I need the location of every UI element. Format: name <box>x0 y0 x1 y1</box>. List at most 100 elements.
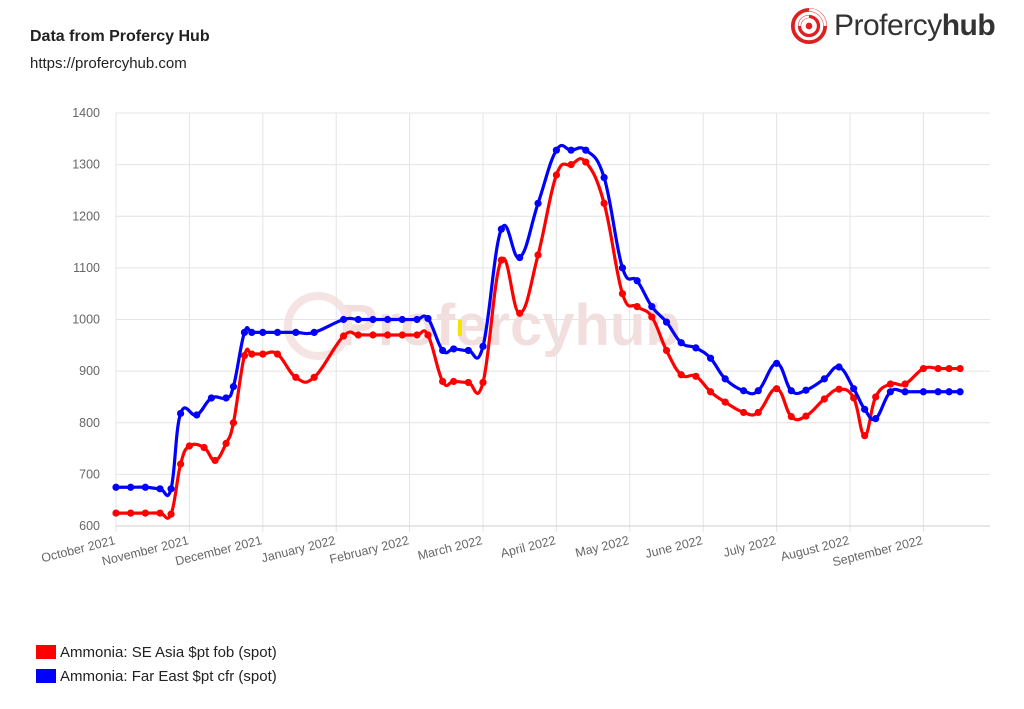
data-point[interactable] <box>248 350 256 358</box>
data-point[interactable] <box>339 315 348 324</box>
source-url[interactable]: https://profercyhub.com <box>30 55 187 72</box>
legend-item-far-east[interactable]: Ammonia: Far East $pt cfr (spot) <box>36 664 277 688</box>
data-point[interactable] <box>552 146 561 154</box>
data-point[interactable] <box>567 146 575 154</box>
data-point[interactable] <box>424 314 432 323</box>
data-point[interactable] <box>872 415 880 423</box>
data-point[interactable] <box>754 408 762 417</box>
data-point[interactable] <box>886 380 894 388</box>
data-point[interactable] <box>787 412 795 421</box>
data-point[interactable] <box>497 225 505 233</box>
data-point[interactable] <box>398 315 406 324</box>
data-point[interactable] <box>956 364 964 373</box>
data-point[interactable] <box>398 331 406 339</box>
data-point[interactable] <box>886 388 894 396</box>
data-point[interactable] <box>369 331 377 339</box>
data-point[interactable] <box>207 394 216 402</box>
data-point[interactable] <box>339 332 348 340</box>
data-point[interactable] <box>516 253 524 262</box>
data-point[interactable] <box>802 386 810 394</box>
data-point[interactable] <box>273 350 282 358</box>
data-point[interactable] <box>156 509 164 517</box>
data-point[interactable] <box>919 388 928 396</box>
data-point[interactable] <box>956 388 964 396</box>
data-point[interactable] <box>662 318 671 326</box>
data-point[interactable] <box>872 393 880 401</box>
data-point[interactable] <box>773 359 781 367</box>
data-point[interactable] <box>692 344 700 352</box>
data-point[interactable] <box>677 371 685 379</box>
data-point[interactable] <box>919 364 928 373</box>
data-point[interactable] <box>648 313 656 321</box>
data-point[interactable] <box>934 388 942 396</box>
data-point[interactable] <box>310 328 318 337</box>
data-point[interactable] <box>567 161 575 169</box>
data-point[interactable] <box>662 346 671 355</box>
data-point[interactable] <box>754 387 762 395</box>
data-point[interactable] <box>721 375 729 383</box>
data-point[interactable] <box>112 483 120 491</box>
data-point[interactable] <box>945 388 953 396</box>
data-point[interactable] <box>248 328 256 337</box>
data-point[interactable] <box>464 378 472 387</box>
data-point[interactable] <box>901 388 909 396</box>
data-point[interactable] <box>861 432 869 440</box>
data-point[interactable] <box>176 409 185 418</box>
data-point[interactable] <box>706 354 715 362</box>
data-point[interactable] <box>600 173 608 182</box>
data-point[interactable] <box>835 385 843 393</box>
data-point[interactable] <box>383 315 392 324</box>
data-point[interactable] <box>240 352 249 360</box>
data-point[interactable] <box>259 350 267 358</box>
data-point[interactable] <box>861 405 869 413</box>
data-point[interactable] <box>156 485 164 493</box>
data-point[interactable] <box>516 309 524 317</box>
data-point[interactable] <box>369 315 377 324</box>
data-point[interactable] <box>802 412 810 420</box>
data-point[interactable] <box>450 377 458 386</box>
data-point[interactable] <box>185 442 193 450</box>
data-point[interactable] <box>127 509 135 517</box>
data-point[interactable] <box>439 377 447 386</box>
data-point[interactable] <box>292 328 300 337</box>
data-point[interactable] <box>706 388 715 396</box>
data-point[interactable] <box>222 394 230 402</box>
data-point[interactable] <box>677 339 685 347</box>
data-point[interactable] <box>424 331 432 339</box>
data-point[interactable] <box>383 331 392 339</box>
data-point[interactable] <box>835 363 843 371</box>
data-point[interactable] <box>820 395 828 403</box>
legend-item-se-asia[interactable]: Ammonia: SE Asia $pt fob (spot) <box>36 640 277 664</box>
data-point[interactable] <box>211 456 219 465</box>
data-point[interactable] <box>850 394 858 402</box>
data-point[interactable] <box>934 364 942 373</box>
data-point[interactable] <box>552 171 561 179</box>
data-point[interactable] <box>692 372 700 380</box>
data-point[interactable] <box>633 277 641 285</box>
data-point[interactable] <box>193 411 201 419</box>
data-point[interactable] <box>439 346 447 355</box>
data-point[interactable] <box>167 485 175 493</box>
data-point[interactable] <box>141 509 149 517</box>
data-point[interactable] <box>739 408 748 417</box>
data-point[interactable] <box>292 373 300 381</box>
data-point[interactable] <box>648 302 656 311</box>
data-point[interactable] <box>787 387 795 395</box>
data-point[interactable] <box>618 264 627 272</box>
data-point[interactable] <box>901 380 909 388</box>
data-point[interactable] <box>413 315 421 324</box>
data-point[interactable] <box>229 419 238 427</box>
data-point[interactable] <box>310 373 318 381</box>
data-point[interactable] <box>229 383 238 391</box>
data-point[interactable] <box>534 199 542 207</box>
data-point[interactable] <box>850 385 858 393</box>
data-point[interactable] <box>176 460 185 468</box>
data-point[interactable] <box>582 146 590 154</box>
data-point[interactable] <box>479 378 487 387</box>
data-point[interactable] <box>127 483 135 491</box>
data-point[interactable] <box>582 158 590 166</box>
data-point[interactable] <box>633 302 641 311</box>
data-point[interactable] <box>945 364 953 373</box>
data-point[interactable] <box>450 345 458 353</box>
data-point[interactable] <box>112 509 120 517</box>
